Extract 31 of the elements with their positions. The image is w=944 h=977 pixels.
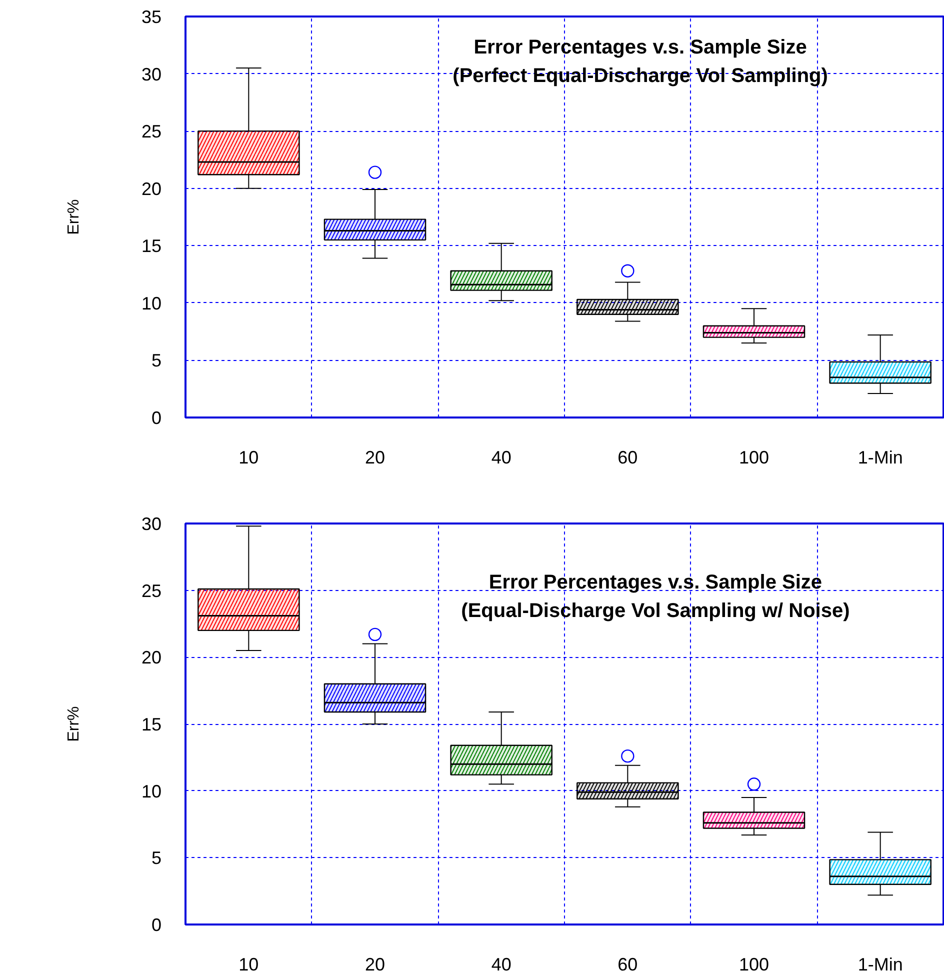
x-tick-label: 20 bbox=[364, 954, 386, 974]
text: Error Percentages v.s. Sample Size (Perfect Equal-Discharge Vol Sampling) bbox=[452, 36, 828, 88]
x-tick-label: 60 bbox=[618, 448, 638, 468]
y-tick-label: 20 bbox=[141, 648, 162, 668]
y-tick-label: 15 bbox=[141, 236, 162, 256]
x-tick-label: 40 bbox=[491, 954, 512, 974]
y-tick-label: 35 bbox=[141, 7, 162, 27]
y-tick-label: 25 bbox=[141, 580, 162, 601]
x-tick-label: 1-Min bbox=[858, 448, 903, 468]
y-axis-title: Err% bbox=[65, 706, 82, 742]
y-tick-label: 30 bbox=[141, 514, 162, 534]
y-tick-label: 15 bbox=[141, 714, 162, 734]
y-tick-label: 0 bbox=[151, 915, 162, 935]
x-tick-label: 1-Min bbox=[858, 954, 903, 974]
x-tick-label: 60 bbox=[618, 954, 638, 974]
y-tick-label: 10 bbox=[141, 781, 162, 802]
y-tick-label: 10 bbox=[141, 293, 162, 314]
x-tick-label: 100 bbox=[738, 448, 770, 468]
y-tick-label: 25 bbox=[141, 122, 162, 142]
text: Error Percentages v.s. Sample Size (Equal-Discharge Vol Sampling w/ Noise) bbox=[461, 572, 850, 622]
y-tick-label: 5 bbox=[151, 848, 162, 868]
y-tick-label: 5 bbox=[151, 350, 162, 371]
y-tick-label: 20 bbox=[141, 178, 162, 199]
x-tick-label: 40 bbox=[491, 448, 512, 468]
y-tick-label: 30 bbox=[141, 64, 162, 84]
y-tick-label: 0 bbox=[151, 408, 162, 428]
y-axis-title: Err% bbox=[65, 199, 82, 235]
x-tick-label: 10 bbox=[238, 954, 259, 974]
x-tick-label: 20 bbox=[364, 448, 386, 468]
x-tick-label: 10 bbox=[238, 448, 259, 468]
x-tick-label: 100 bbox=[738, 954, 770, 974]
